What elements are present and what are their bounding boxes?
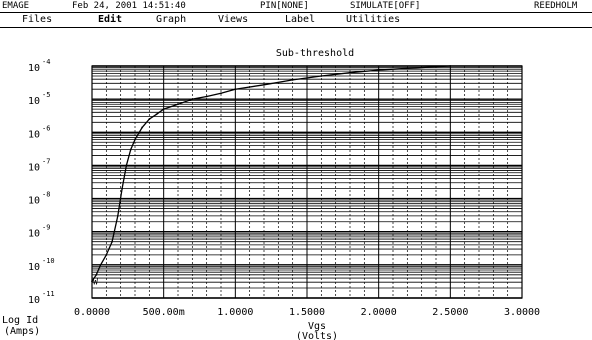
menu-files[interactable]: Files bbox=[22, 14, 53, 25]
pin-status: PIN[NONE] bbox=[260, 1, 309, 11]
data-point bbox=[99, 263, 102, 266]
app-name: EMAGE bbox=[2, 1, 30, 11]
x-tick-label: 3.0000 bbox=[504, 307, 540, 318]
y-tick-label: 10 bbox=[28, 129, 40, 140]
y-tick-exponent: -7 bbox=[42, 157, 50, 165]
x-tick-label: 1.0000 bbox=[217, 307, 253, 318]
y-tick-label: 10 bbox=[28, 63, 40, 74]
simulate-status: SIMULATE[OFF] bbox=[350, 1, 421, 11]
data-point bbox=[377, 69, 380, 72]
y-tick-label: 10 bbox=[28, 229, 40, 240]
data-point bbox=[349, 71, 351, 74]
data-point bbox=[191, 98, 194, 101]
data-point bbox=[141, 126, 144, 129]
data-point bbox=[205, 95, 208, 98]
data-point bbox=[121, 187, 123, 190]
y-tick-exponent: -6 bbox=[42, 124, 50, 132]
data-point bbox=[220, 92, 222, 95]
data-point bbox=[129, 148, 132, 151]
y-tick-label: 10 bbox=[28, 96, 40, 107]
status-bar: EMAGE Feb 24, 2001 14:51:40 PIN[NONE] SI… bbox=[0, 0, 592, 12]
data-point bbox=[105, 253, 108, 256]
y-axis-label: Log Id bbox=[2, 315, 38, 326]
data-point bbox=[111, 240, 113, 243]
x-axis-label: Vgs bbox=[308, 321, 326, 332]
datetime: Feb 24, 2001 14:51:40 bbox=[72, 1, 186, 11]
y-tick-exponent: -4 bbox=[42, 58, 50, 66]
data-point bbox=[95, 273, 98, 276]
y-tick-exponent: -8 bbox=[42, 191, 50, 199]
x-tick-label: 1.5000 bbox=[289, 307, 325, 318]
data-point bbox=[162, 108, 165, 111]
noise-marker: W bbox=[93, 277, 98, 286]
data-point bbox=[155, 113, 158, 116]
data-point bbox=[291, 79, 294, 81]
menu-bar: Files Edit Graph Views Label Utilities bbox=[0, 12, 592, 28]
x-tick-label: 500.00m bbox=[143, 307, 185, 318]
menu-label[interactable]: Label bbox=[285, 14, 316, 25]
data-point bbox=[234, 88, 237, 91]
menu-utilities[interactable]: Utilities bbox=[346, 14, 401, 25]
menu-edit[interactable]: Edit bbox=[98, 14, 123, 25]
data-point bbox=[125, 164, 128, 167]
x-axis-unit: (Volts) bbox=[296, 331, 338, 340]
y-tick-exponent: -5 bbox=[42, 91, 50, 99]
y-tick-exponent: -11 bbox=[42, 290, 55, 298]
data-point bbox=[134, 138, 136, 141]
x-tick-label: 2.5000 bbox=[432, 307, 468, 318]
plot-frame bbox=[91, 65, 523, 299]
y-tick-label: 10 bbox=[28, 162, 40, 173]
y-axis-unit: (Amps) bbox=[4, 326, 40, 337]
data-point bbox=[148, 118, 151, 120]
y-tick-exponent: -9 bbox=[42, 224, 50, 232]
menu-graph[interactable]: Graph bbox=[156, 14, 187, 25]
data-point bbox=[263, 83, 265, 86]
y-tick-label: 10 bbox=[28, 295, 40, 306]
y-tick-label: 10 bbox=[28, 196, 40, 207]
data-point bbox=[116, 215, 119, 217]
data-point bbox=[177, 103, 179, 106]
data-point bbox=[406, 67, 409, 70]
x-tick-label: 2.0000 bbox=[361, 307, 397, 318]
menu-views[interactable]: Views bbox=[218, 14, 249, 25]
data-series-0 bbox=[91, 65, 451, 282]
data-point bbox=[320, 75, 323, 77]
data-point bbox=[449, 65, 452, 67]
vendor-name: REEDHOLM bbox=[534, 1, 578, 11]
chart-title: Sub-threshold bbox=[276, 48, 354, 59]
y-tick-label: 10 bbox=[28, 262, 40, 273]
y-tick-exponent: -10 bbox=[42, 257, 55, 265]
data-point bbox=[91, 280, 93, 283]
x-tick-label: 0.0000 bbox=[74, 307, 110, 318]
